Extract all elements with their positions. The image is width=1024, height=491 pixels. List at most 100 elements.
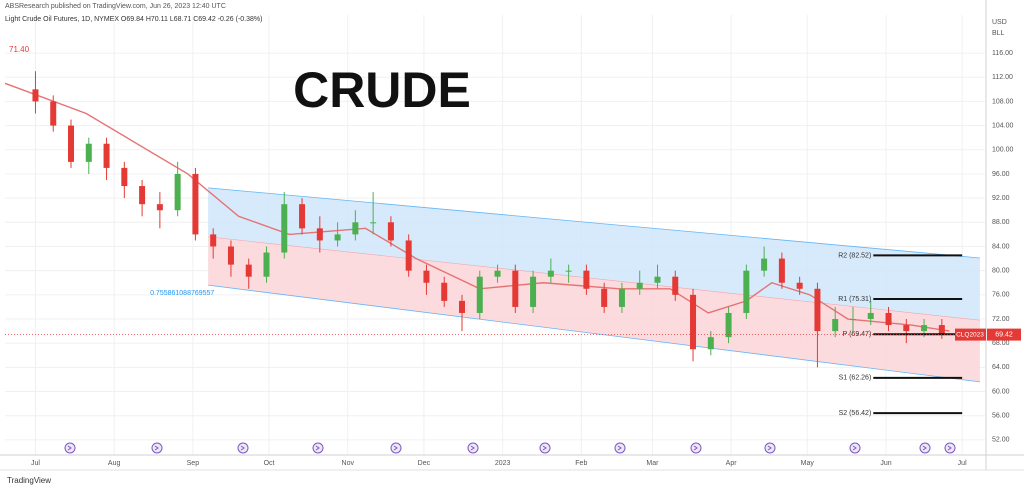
y-tick-label: 64.00 — [992, 364, 1010, 371]
event-icon-mark — [470, 445, 475, 451]
event-icon — [764, 442, 776, 454]
candle-body — [690, 294, 697, 350]
candle-body — [636, 282, 643, 289]
y-tick-label: 68.00 — [992, 340, 1010, 347]
footer: TradingView — [7, 476, 51, 485]
candle-body — [458, 300, 465, 313]
candle-body — [227, 246, 234, 265]
candle-body — [103, 143, 110, 168]
candle-body — [50, 101, 57, 126]
x-tick-label: May — [801, 460, 815, 467]
x-tick-label: Nov — [342, 460, 355, 467]
candle-body — [547, 270, 554, 277]
pivot-label: P (69.47) — [843, 331, 872, 338]
candle-body — [849, 319, 856, 321]
chart-title: CRUDE — [293, 62, 471, 118]
y-tick-label: 104.00 — [992, 122, 1014, 129]
candle-body — [867, 312, 874, 320]
event-icon-mark — [67, 445, 72, 451]
candle-body — [583, 270, 590, 289]
candle-body — [796, 282, 803, 289]
y-tick-label: 60.00 — [992, 388, 1010, 395]
x-tick-label: Aug — [108, 460, 121, 467]
pivot-label: S1 (62.26) — [839, 375, 872, 382]
symbol-box — [955, 328, 986, 341]
y-tick-label: 108.00 — [992, 98, 1014, 105]
event-icon — [64, 442, 76, 454]
event-icon — [919, 442, 931, 454]
x-tick-label: Apr — [726, 460, 738, 467]
pivot-label: R2 (82.52) — [838, 252, 871, 259]
event-icon-mark — [922, 445, 927, 451]
event-icon-mark — [617, 445, 622, 451]
candle-body — [654, 276, 661, 283]
candle-body — [938, 325, 945, 335]
y-tick-label: 92.00 — [992, 195, 1010, 202]
y-tick-label: 84.00 — [992, 243, 1010, 250]
y-tick-label: 100.00 — [992, 147, 1014, 154]
pivot-label: S2 (56.42) — [839, 410, 872, 417]
y-tick-label: 112.00 — [992, 74, 1013, 81]
candle-body — [672, 276, 679, 295]
candle-body — [921, 325, 928, 332]
event-icon-mark — [393, 445, 398, 451]
candle-body — [299, 204, 306, 229]
event-icon — [151, 442, 163, 454]
candle-body — [601, 288, 608, 307]
candle-body — [441, 282, 448, 301]
candle-body — [245, 264, 252, 277]
candle-body — [565, 270, 572, 272]
y-tick-label: 88.00 — [992, 219, 1010, 226]
x-tick-label: Feb — [575, 460, 587, 467]
event-icon — [944, 442, 956, 454]
y-tick-label: 96.00 — [992, 171, 1010, 178]
event-icon-mark — [154, 445, 159, 451]
event-icon — [390, 442, 402, 454]
candle-body — [32, 89, 39, 102]
event-icon-mark — [240, 445, 245, 451]
publisher: ABSResearch published on TradingView.com… — [5, 3, 226, 10]
x-tick-label: Jul — [958, 460, 967, 467]
channel-label: 0.755861088769557 — [150, 290, 214, 297]
symbol-label: CLQ2023 — [956, 331, 984, 338]
candle-body — [476, 276, 483, 313]
event-icon-mark — [315, 445, 320, 451]
candle-body — [334, 234, 341, 241]
candle-body — [352, 222, 359, 235]
currency: USD — [992, 19, 1007, 26]
event-icon-mark — [542, 445, 547, 451]
channel-line — [208, 284, 980, 383]
candle-body — [832, 319, 839, 332]
candle-body — [814, 288, 821, 332]
candle-body — [885, 312, 892, 326]
candle-body — [68, 125, 75, 162]
x-tick-label: Mar — [646, 460, 659, 467]
candle-body — [316, 228, 323, 241]
unit: BLL — [992, 30, 1005, 37]
candle-body — [903, 325, 910, 332]
candle-body — [174, 173, 181, 211]
event-icon-mark — [693, 445, 698, 451]
candle-body — [423, 270, 430, 283]
candle-body — [778, 258, 785, 283]
corner-label: 71.40 — [9, 45, 30, 54]
y-tick-label: 76.00 — [992, 292, 1010, 299]
candle-body — [263, 252, 270, 277]
channel-line — [208, 187, 980, 259]
candle-body — [761, 258, 768, 271]
x-tick-label: Jun — [880, 460, 891, 467]
x-tick-label: Dec — [418, 460, 431, 467]
x-tick-label: 2023 — [495, 460, 511, 467]
event-icon — [849, 442, 861, 454]
y-tick-label: 56.00 — [992, 413, 1010, 420]
price-label: 69.42 — [995, 331, 1013, 338]
candle-body — [530, 276, 537, 307]
candle-body — [281, 204, 288, 253]
candle-body — [405, 240, 412, 271]
candle-body — [618, 288, 625, 307]
y-tick-label: 80.00 — [992, 268, 1010, 275]
price-box — [987, 328, 1021, 341]
candle-body — [139, 186, 146, 205]
candle-body — [192, 173, 199, 235]
event-icon-mark — [767, 445, 772, 451]
